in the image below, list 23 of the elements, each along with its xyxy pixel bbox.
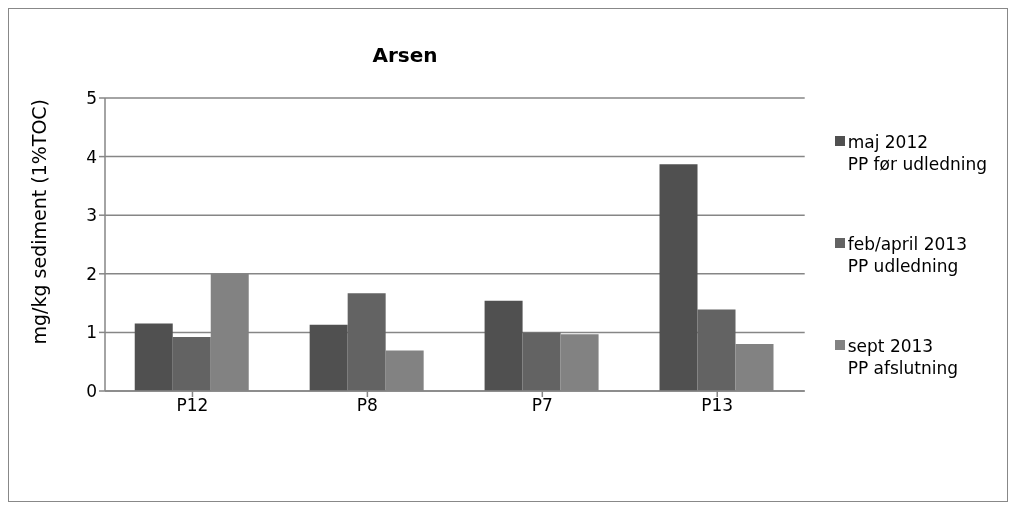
bar: [309, 324, 348, 391]
x-tick-label: P8: [356, 395, 378, 416]
bar: [347, 293, 386, 391]
x-tick-label: P13: [701, 395, 734, 416]
chart-title: Arsen: [371, 43, 439, 67]
y-axis-title: mg/kg sediment (1%TOC): [27, 98, 50, 345]
bar: [522, 332, 561, 391]
legend-label: sept 2013 PP afslutning: [847, 335, 959, 379]
y-tick-label: 1: [86, 322, 97, 343]
bar: [659, 164, 698, 391]
y-tick-label: 2: [86, 263, 97, 284]
y-tick-label: 4: [86, 146, 97, 167]
y-tick-label: 5: [86, 88, 97, 109]
legend-label: maj 2012 PP før udledning: [847, 131, 987, 175]
x-tick-label: P7: [531, 395, 553, 416]
y-tick-label: 3: [86, 205, 97, 226]
y-tick-label: 0: [86, 381, 97, 402]
legend-label: feb/april 2013 PP udledning: [847, 233, 967, 277]
bar: [697, 309, 736, 391]
bar: [134, 323, 173, 391]
bar: [172, 337, 211, 391]
x-tick-label: P12: [176, 395, 209, 416]
bar: [484, 300, 523, 391]
